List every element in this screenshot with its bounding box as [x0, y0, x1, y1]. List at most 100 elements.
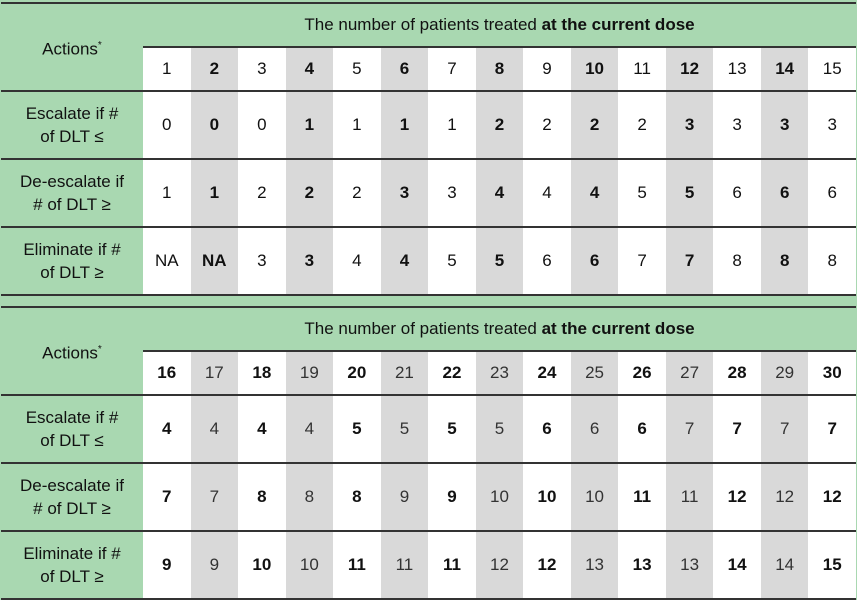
threshold-cell: 4 — [523, 159, 571, 227]
row-label-line: of DLT ≤ — [40, 431, 104, 450]
actions-header: Actions* — [1, 3, 143, 91]
row-label: Escalate if # of DLT ≤ — [1, 395, 143, 463]
patient-count-cell: 25 — [570, 351, 619, 395]
eliminate-row: Eliminate if # of DLT ≥ NA NA 3 3 4 4 5 5 6 6 7 7 8 8 8 — [1, 227, 856, 295]
threshold-cell: 0 — [143, 91, 191, 159]
patient-count-cell: 4 — [285, 47, 334, 91]
threshold-cell: 6 — [570, 395, 619, 463]
patient-count-cell: 26 — [618, 351, 666, 395]
threshold-cell: 4 — [380, 227, 429, 295]
patient-count-cell: 5 — [333, 47, 381, 91]
patient-count-cell: 8 — [475, 47, 524, 91]
threshold-cell: 5 — [428, 395, 476, 463]
threshold-cell: 7 — [190, 463, 239, 531]
threshold-cell: 3 — [760, 91, 809, 159]
threshold-cell: 6 — [713, 159, 761, 227]
patient-count-cell: 9 — [523, 47, 571, 91]
threshold-cell: 13 — [665, 531, 714, 599]
threshold-cell: 4 — [238, 395, 286, 463]
threshold-cell: 4 — [143, 395, 191, 463]
patient-count-cell: 2 — [190, 47, 239, 91]
threshold-cell: 5 — [475, 227, 524, 295]
threshold-cell: 10 — [238, 531, 286, 599]
actions-label: Actions — [42, 39, 98, 59]
threshold-cell: 8 — [760, 227, 809, 295]
threshold-cell: 6 — [523, 395, 571, 463]
threshold-cell: 2 — [523, 91, 571, 159]
patients-row: 1 2 3 4 5 6 7 8 9 10 11 12 13 14 15 — [1, 47, 856, 91]
threshold-cell: NA — [143, 227, 191, 295]
patient-count-cell: 19 — [285, 351, 334, 395]
patient-count-cell: 11 — [618, 47, 666, 91]
threshold-cell: 9 — [380, 463, 429, 531]
threshold-cell: 1 — [333, 91, 381, 159]
eliminate-row: Eliminate if # of DLT ≥9 9 10 10 11 11 11 12 12 13… — [1, 531, 856, 599]
threshold-cell: 9 — [190, 531, 239, 599]
dose-table-2: Actions* The number of patients treated … — [1, 306, 856, 600]
threshold-cell: 5 — [380, 395, 429, 463]
threshold-cell: 3 — [238, 227, 286, 295]
patient-count-cell: 3 — [238, 47, 286, 91]
patient-count-cell: 6 — [380, 47, 429, 91]
threshold-cell: 15 — [808, 531, 856, 599]
threshold-cell: 2 — [475, 91, 524, 159]
patient-count-cell: 27 — [665, 351, 714, 395]
patient-count-cell: 12 — [665, 47, 714, 91]
threshold-cell: 5 — [665, 159, 714, 227]
patient-count-cell: 15 — [808, 47, 856, 91]
threshold-cell: 7 — [665, 227, 714, 295]
row-label: Eliminate if # of DLT ≥ — [1, 531, 143, 599]
threshold-cell: 3 — [808, 91, 856, 159]
threshold-cell: 12 — [808, 463, 856, 531]
threshold-cell: 1 — [143, 159, 191, 227]
patient-count-cell: 20 — [333, 351, 381, 395]
row-label-line: Escalate if # — [25, 408, 119, 427]
threshold-cell: 0 — [190, 91, 239, 159]
threshold-cell: 4 — [285, 395, 334, 463]
threshold-cell: 3 — [713, 91, 761, 159]
threshold-cell: 10 — [285, 531, 334, 599]
threshold-cell: 6 — [570, 227, 619, 295]
threshold-cell: 4 — [475, 159, 524, 227]
threshold-cell: 14 — [713, 531, 761, 599]
actions-label: Actions — [42, 343, 98, 363]
row-label-line: Eliminate if # — [23, 240, 121, 259]
patient-count-cell: 14 — [760, 47, 809, 91]
row-label-line: Escalate if # — [25, 104, 119, 123]
threshold-cell: 2 — [285, 159, 334, 227]
threshold-cell: 9 — [143, 531, 191, 599]
threshold-cell: 5 — [428, 227, 476, 295]
threshold-cell: 6 — [618, 395, 666, 463]
threshold-cell: 12 — [523, 531, 571, 599]
row-label-line: of DLT ≤ — [40, 127, 104, 146]
footnote-mark: * — [97, 343, 102, 355]
row-label-line: # of DLT ≥ — [33, 499, 111, 518]
title-prefix: The number of patients treated — [304, 15, 542, 34]
patient-count-cell: 18 — [238, 351, 286, 395]
patient-count-cell: 24 — [523, 351, 571, 395]
patient-count-cell: 17 — [190, 351, 239, 395]
threshold-cell: 13 — [570, 531, 619, 599]
row-label: Escalate if # of DLT ≤ — [1, 91, 143, 159]
threshold-cell: 2 — [333, 159, 381, 227]
threshold-cell: 10 — [523, 463, 571, 531]
threshold-cell: 7 — [143, 463, 191, 531]
title-prefix: The number of patients treated — [304, 319, 542, 338]
patients-row: 16 17 18 19 20 21 22 23 24 25 26 27 28 29 30 — [1, 351, 856, 395]
row-label: De-escalate if # of DLT ≥ — [1, 463, 143, 531]
row-label: Eliminate if # of DLT ≥ — [1, 227, 143, 295]
threshold-cell: 7 — [713, 395, 761, 463]
threshold-cell: 1 — [285, 91, 334, 159]
threshold-cell: 12 — [760, 463, 809, 531]
escalate-row: Escalate if # of DLT ≤0 0 0 1 1 1 1 2 2 2 2 3 3 3 3 — [1, 91, 856, 159]
row-label-line: De-escalate if — [20, 172, 124, 191]
row-label-line: of DLT ≥ — [40, 567, 104, 586]
threshold-cell: 4 — [333, 227, 381, 295]
threshold-cell: 7 — [618, 227, 666, 295]
threshold-cell: 6 — [760, 159, 809, 227]
row-label: De-escalate if # of DLT ≥ — [1, 159, 143, 227]
escalate-row: Escalate if # of DLT ≤4 4 4 4 5 5 5 5 6 6 6 7 7 7 7 — [1, 395, 856, 463]
threshold-cell: 5 — [475, 395, 524, 463]
threshold-cell: 5 — [333, 395, 381, 463]
footnote-mark: * — [97, 39, 102, 51]
